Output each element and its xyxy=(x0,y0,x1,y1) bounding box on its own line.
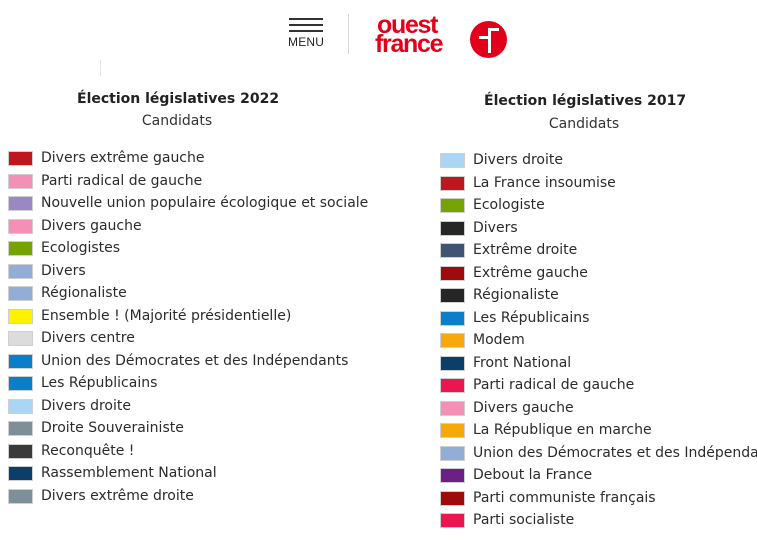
legend-color-swatch xyxy=(8,286,33,301)
legend-color-swatch xyxy=(8,466,33,481)
legend-color-swatch xyxy=(440,220,465,236)
legend-color-swatch xyxy=(440,400,465,416)
hamburger-icon-bar xyxy=(289,30,323,32)
legend-item-label: Ecologiste xyxy=(473,197,545,213)
legend-item-label: Régionaliste xyxy=(41,285,127,301)
legend-color-swatch xyxy=(440,378,465,393)
header-divider xyxy=(348,14,349,54)
legend-color-swatch xyxy=(440,423,465,438)
legend-item-label: Les Républicains xyxy=(473,309,590,326)
legend-2017-title: Élection législatives 2017 xyxy=(484,93,687,109)
legend-color-swatch xyxy=(440,243,465,258)
logo-word-france: france xyxy=(375,30,444,58)
legend-item-label: Divers xyxy=(41,262,86,279)
legend-color-swatch xyxy=(8,218,33,234)
legend-item-label: Régionaliste xyxy=(473,287,559,303)
legend-color-swatch xyxy=(8,376,33,391)
legend-color-swatch xyxy=(8,308,33,324)
legend-item-label: Reconquête ! xyxy=(41,442,135,459)
legend-color-swatch xyxy=(440,198,465,213)
legend-color-swatch xyxy=(8,488,33,504)
legend-color-swatch xyxy=(440,310,465,326)
legend-item-label: Parti communiste français xyxy=(473,489,656,506)
legend-color-swatch xyxy=(440,153,465,168)
menu-label: MENU xyxy=(288,35,325,49)
legend-item-label: Front National xyxy=(473,354,572,371)
legend-item-label: Divers gauche xyxy=(473,399,574,416)
legend-color-swatch xyxy=(440,288,465,303)
legend-item-label: Divers droite xyxy=(41,397,131,414)
legend-item-label: Extrême droite xyxy=(473,242,578,258)
menu-button[interactable]: MENU xyxy=(286,16,328,52)
legend-color-swatch xyxy=(8,263,33,279)
legend-color-swatch xyxy=(440,265,465,281)
legend-color-swatch xyxy=(440,490,465,506)
legend-item-label: Divers xyxy=(473,219,518,236)
site-header: MENU ouest france xyxy=(0,0,757,68)
legend-item-label: Divers gauche xyxy=(41,217,142,234)
legend-item-label: Ensemble ! (Majorité présidentielle) xyxy=(41,307,292,324)
legend-item-label: Droite Souverainiste xyxy=(41,420,184,436)
legend-color-swatch xyxy=(8,421,33,436)
legend-item-label: Divers centre xyxy=(41,330,135,346)
legend-color-swatch xyxy=(440,445,465,461)
legend-item-label: Debout la France xyxy=(473,467,593,483)
legend-color-swatch xyxy=(440,333,465,348)
ouest-france-logo[interactable]: ouest france xyxy=(375,12,510,60)
legend-item-label: Union des Démocrates et des Indépendants xyxy=(473,444,757,461)
legend-item-label: Parti socialiste xyxy=(473,512,575,528)
legend-color-swatch xyxy=(8,241,33,256)
legend-color-swatch xyxy=(8,353,33,369)
hamburger-icon-bar xyxy=(289,24,323,26)
legend-item-label: La République en marche xyxy=(473,422,652,438)
legend-color-swatch xyxy=(8,443,33,459)
legend-color-swatch xyxy=(8,398,33,414)
legend-item-label: La France insoumise xyxy=(473,174,616,191)
legend-color-swatch xyxy=(440,175,465,191)
legend-item-label: Divers droite xyxy=(473,152,563,168)
legend-item-label: Divers extrême gauche xyxy=(41,150,205,166)
legend-item-label: Union des Démocrates et des Indépendants xyxy=(41,352,349,369)
legend-item-label: Parti radical de gauche xyxy=(473,377,635,393)
legend-item-label: Nouvelle union populaire écologique et s… xyxy=(41,195,369,211)
legend-item-label: Ecologistes xyxy=(41,240,121,256)
legend-2022-title: Élection législatives 2022 xyxy=(77,91,280,107)
legend-item-label: Rassemblement National xyxy=(41,465,217,481)
legend-color-swatch xyxy=(440,355,465,371)
legend-color-swatch xyxy=(8,173,33,189)
legend-color-swatch xyxy=(8,196,33,211)
decorative-line xyxy=(100,60,101,76)
legend-color-swatch xyxy=(8,331,33,346)
legend-item-label: Divers extrême droite xyxy=(41,487,194,504)
hamburger-icon-bar xyxy=(289,18,323,20)
legend-color-swatch xyxy=(440,468,465,483)
legend-2022-subtitle: Candidats xyxy=(141,113,213,129)
legend-item-label: Les Républicains xyxy=(41,375,158,391)
legend-2017-subtitle: Candidats xyxy=(548,116,620,132)
logo-circle-icon xyxy=(470,21,507,58)
legend-item-label: Modem xyxy=(473,332,525,348)
logo-word-ouest: ouest xyxy=(377,11,438,39)
legend-item-label: Extrême gauche xyxy=(473,264,588,281)
legend-color-swatch xyxy=(8,151,33,166)
legend-item-label: Parti radical de gauche xyxy=(41,172,203,189)
legend-color-swatch xyxy=(440,513,465,528)
